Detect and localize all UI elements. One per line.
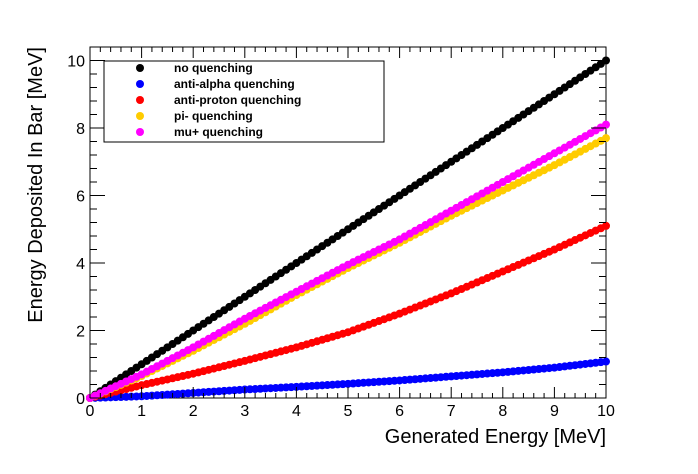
x-tick-label: 9 xyxy=(550,403,559,420)
x-axis-ticks: 0 1 2 3 4 5 6 7 8 9 10 xyxy=(86,47,615,420)
legend-label: no quenching xyxy=(174,61,253,75)
x-tick-label: 2 xyxy=(189,403,198,420)
series-anti-proton-quenching xyxy=(86,221,610,402)
y-tick-label: 10 xyxy=(67,54,85,71)
x-tick-label: 0 xyxy=(86,403,95,420)
series-mu-quenching xyxy=(86,120,610,402)
legend: no quenching anti-alpha quenching anti-pro… xyxy=(103,60,385,143)
legend-marker xyxy=(136,80,144,88)
data-point xyxy=(602,120,610,129)
legend-marker xyxy=(136,96,144,104)
y-tick-label: 6 xyxy=(76,189,85,206)
y-tick-label: 2 xyxy=(76,324,85,341)
data-point xyxy=(602,221,610,230)
y-axis-ticks: 0 2 4 6 8 10 xyxy=(67,46,606,408)
y-axis-title: Energy Deposited In Bar [MeV] xyxy=(25,47,47,323)
legend-marker xyxy=(136,112,144,120)
legend-box xyxy=(103,60,385,143)
x-tick-label: 1 xyxy=(137,403,146,420)
legend-label: anti-proton quenching xyxy=(174,93,301,107)
y-tick-label: 0 xyxy=(76,391,85,408)
legend-label: mu+ quenching xyxy=(174,125,263,139)
data-point xyxy=(602,134,610,143)
x-tick-label: 8 xyxy=(498,403,507,420)
series-layer xyxy=(86,56,610,402)
legend-label: anti-alpha quenching xyxy=(174,77,295,91)
y-tick-label: 4 xyxy=(76,256,85,273)
x-tick-label: 10 xyxy=(597,403,615,420)
x-tick-label: 5 xyxy=(344,403,353,420)
x-tick-label: 4 xyxy=(292,403,301,420)
x-tick-label: 3 xyxy=(240,403,249,420)
legend-marker xyxy=(136,128,144,136)
x-tick-label: 6 xyxy=(395,403,404,420)
y-tick-label: 8 xyxy=(76,121,85,138)
legend-marker xyxy=(136,64,144,72)
legend-label: pi- quenching xyxy=(174,109,253,123)
data-point xyxy=(602,357,610,366)
x-axis-title: Generated Energy [MeV] xyxy=(385,426,606,448)
x-tick-label: 7 xyxy=(447,403,456,420)
